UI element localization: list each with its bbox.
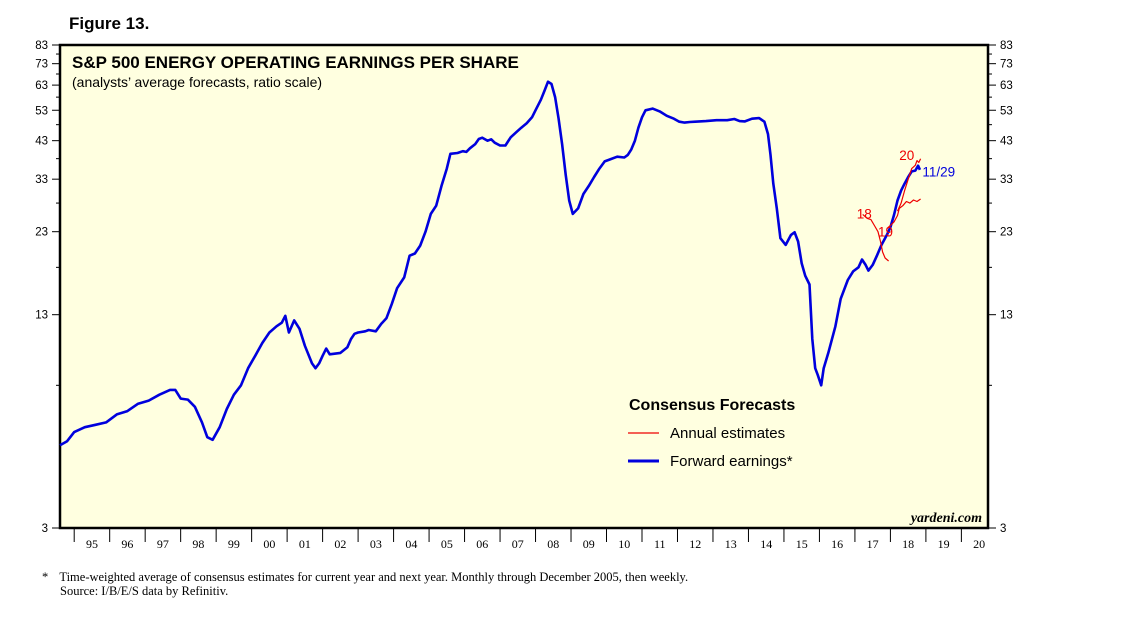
chart-subtitle: (analysts’ average forecasts, ratio scal…: [72, 74, 322, 90]
x-tick-label: 16: [831, 537, 843, 551]
legend-label-annual: Annual estimates: [670, 425, 785, 442]
chart-title: S&P 500 ENERGY OPERATING EARNINGS PER SH…: [72, 53, 519, 72]
x-tick-label: 03: [370, 537, 382, 551]
y-axis-left: 3 13 23 33 43 53 63 73 83: [35, 40, 60, 535]
x-tick-label: 96: [121, 537, 133, 551]
series-line-annual: [896, 158, 922, 212]
footnote-marker: *: [42, 570, 49, 584]
series-line-forward: [59, 80, 922, 447]
x-tick-label: 20: [973, 537, 985, 551]
footnote: * Time-weighted average of consensus est…: [42, 570, 688, 584]
y-tick-label: 3: [42, 523, 48, 535]
x-tick-label: 06: [476, 537, 488, 551]
y-tick-label: 43: [1000, 136, 1013, 148]
y-tick-label: 23: [35, 227, 48, 239]
y-tick-label: 33: [1000, 174, 1013, 186]
annotation-label: 18: [857, 206, 872, 221]
y-tick-label: 43: [35, 136, 48, 148]
legend: Consensus Forecasts Annual estimates For…: [628, 397, 795, 470]
x-tick-label: 13: [725, 537, 737, 551]
x-tick-label: 08: [547, 537, 559, 551]
annotation-label: 11/29: [922, 164, 955, 179]
x-tick-label: 02: [334, 537, 346, 551]
x-tick-label: 14: [760, 537, 772, 551]
x-tick-label: 07: [512, 537, 524, 551]
y-tick-label: 73: [1000, 59, 1013, 71]
x-axis: 95 96 97 98 99 00 01 02 03 04 05 06 07 08 09 10 11 12 13 14…: [73, 528, 985, 551]
y-tick-label: 3: [1000, 523, 1006, 535]
y-tick-label: 53: [35, 105, 48, 117]
series-group: [59, 80, 922, 447]
x-tick-label: 15: [796, 537, 808, 551]
y-tick-label: 83: [35, 40, 48, 52]
y-tick-label: 63: [35, 80, 48, 92]
x-tick-label: 99: [228, 537, 240, 551]
y-tick-label: 83: [1000, 40, 1013, 52]
x-tick-label: 97: [157, 537, 169, 551]
legend-title: Consensus Forecasts: [629, 397, 795, 414]
plot-area: [58, 43, 990, 530]
footnote-text: Time-weighted average of consensus estim…: [59, 570, 689, 584]
legend-label-forward: Forward earnings*: [670, 453, 793, 470]
figure-label: Figure 13.: [69, 14, 150, 33]
x-tick-label: 17: [867, 537, 879, 551]
x-tick-label: 19: [938, 537, 950, 551]
y-tick-label: 13: [35, 310, 48, 322]
y-tick-label: 13: [1000, 310, 1013, 322]
x-tick-label: 12: [689, 537, 701, 551]
x-tick-label: 04: [405, 537, 417, 551]
y-tick-label: 23: [1000, 227, 1013, 239]
x-tick-label: 01: [299, 537, 311, 551]
x-tick-label: 11: [654, 537, 666, 551]
annotations: 18 19 20 11/29: [857, 148, 955, 239]
x-tick-label: 98: [192, 537, 204, 551]
source-note: Source: I/B/E/S data by Refinitiv.: [60, 584, 229, 598]
y-tick-label: 63: [1000, 80, 1013, 92]
watermark: yardeni.com: [909, 511, 982, 526]
y-axis-right: 3 13 23 33 43 53 63 73 83: [988, 40, 1013, 535]
x-tick-label: 10: [618, 537, 630, 551]
series-line-annual: [862, 213, 889, 262]
series-line-annual: [886, 198, 921, 230]
y-tick-label: 33: [35, 174, 48, 186]
y-tick-label: 73: [35, 59, 48, 71]
x-tick-label: 09: [583, 537, 595, 551]
annotation-label: 20: [899, 148, 914, 163]
annotation-label: 19: [878, 224, 893, 239]
x-tick-label: 18: [902, 537, 914, 551]
x-tick-label: 00: [263, 537, 275, 551]
x-tick-label: 05: [441, 537, 453, 551]
x-tick-label: 95: [86, 537, 98, 551]
y-tick-label: 53: [1000, 105, 1013, 117]
chart-figure: S&P 500 ENERGY OPERATING EARNINGS PER SH…: [35, 40, 1013, 551]
